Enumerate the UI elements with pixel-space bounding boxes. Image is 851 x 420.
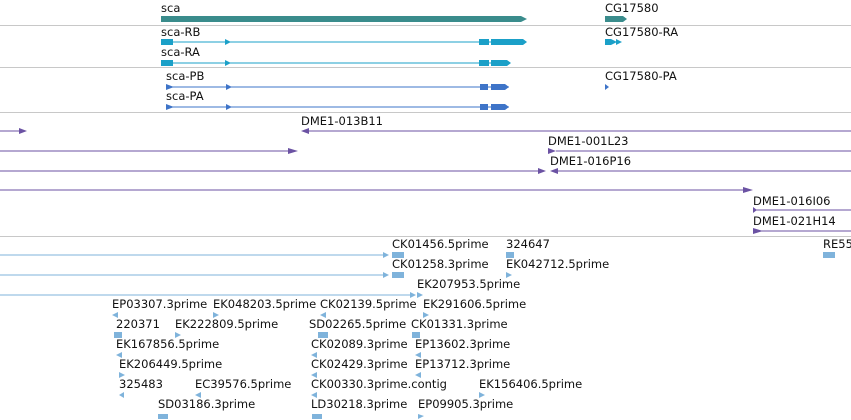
transcript-sca-rb[interactable]	[161, 39, 527, 45]
gene-label-sca: sca	[161, 1, 180, 15]
gene-bar-cg17580[interactable]	[605, 16, 623, 22]
est-label-ck02139: CK02139.5prime	[320, 297, 417, 311]
est-label-ck01258: CK01258.3prime	[392, 257, 489, 271]
est-label-sd02265: SD02265.5prime	[309, 317, 406, 331]
est-sd03186[interactable]	[158, 414, 168, 419]
est-ec39576[interactable]	[195, 392, 201, 398]
transcript-label-cg17580-ra: CG17580-RA	[605, 25, 678, 39]
est-label-ek222809: EK222809.5prime	[175, 317, 278, 331]
est-ck02139[interactable]	[320, 312, 326, 318]
est-label-ek206449: EK206449.5prime	[119, 357, 222, 371]
est-label-ld30218: LD30218.3prime	[311, 397, 407, 411]
gene-track: sca CG17580	[161, 1, 659, 22]
bac-line-7[interactable]	[0, 187, 753, 193]
est-ck01258[interactable]	[392, 272, 404, 278]
est-label-ek042712: EK042712.5prime	[506, 257, 609, 271]
est-ld30218[interactable]	[312, 414, 322, 419]
protein-cg17580-pa[interactable]	[605, 84, 609, 90]
est-label-re55: RE55	[823, 237, 851, 251]
bac-clone-dme1-016i06[interactable]	[753, 207, 851, 213]
est-ck01331[interactable]	[412, 332, 420, 338]
est-ck02089[interactable]	[311, 352, 317, 358]
bac-label-dme1-001l23: DME1-001L23	[548, 134, 629, 148]
est-label-ep03307: EP03307.3prime	[112, 297, 207, 311]
est-ek222809[interactable]	[175, 332, 181, 338]
est-label-ec39576: EC39576.5prime	[195, 377, 291, 391]
track-dividers	[0, 25, 851, 237]
est-track: CK01456.5prime 324647 RE55 CK01258.3prim…	[0, 237, 851, 419]
bac-line-5[interactable]	[0, 168, 546, 174]
est-label-ep13712: EP13712.3prime	[415, 357, 510, 371]
est-324647[interactable]	[506, 252, 514, 258]
est-label-ck01331: CK01331.3prime	[411, 317, 508, 331]
bac-label-dme1-021h14: DME1-021H14	[753, 214, 836, 228]
protein-sca-pb[interactable]	[166, 84, 509, 90]
est-label-ck02429: CK02429.3prime	[311, 357, 408, 371]
transcript-label-sca-ra: sca-RA	[161, 45, 200, 59]
est-label-324647: 324647	[506, 237, 550, 251]
bac-label-dme1-013b11: DME1-013B11	[301, 114, 383, 128]
est-label-ek156406: EK156406.5prime	[479, 377, 582, 391]
est-label-ek207953: EK207953.5prime	[417, 277, 520, 291]
est-line-2[interactable]	[0, 272, 389, 278]
protein-label-sca-pa: sca-PA	[166, 89, 204, 103]
bac-label-dme1-016p16: DME1-016P16	[550, 154, 631, 168]
bac-clone-dme1-016p16[interactable]	[550, 168, 851, 174]
bac-clone-dme1-001l23[interactable]	[548, 148, 851, 154]
bac-track: DME1-013B11 DME1-001L23 DME1-016P16 DME1…	[0, 114, 851, 234]
transcript-label-sca-rb: sca-RB	[161, 25, 201, 39]
est-ek207953[interactable]	[417, 292, 423, 298]
bac-label-dme1-016i06: DME1-016I06	[753, 194, 831, 208]
est-ck02429[interactable]	[311, 372, 317, 378]
protein-sca-pa[interactable]	[166, 104, 509, 110]
est-ek048203[interactable]	[213, 312, 219, 318]
est-ek206449[interactable]	[119, 372, 125, 378]
est-ep13602[interactable]	[415, 352, 421, 358]
est-ek291606[interactable]	[423, 312, 429, 318]
est-label-ep09905: EP09905.3prime	[418, 397, 513, 411]
bac-line-1[interactable]	[0, 128, 27, 134]
est-220371[interactable]	[114, 332, 122, 338]
bac-line-3[interactable]	[0, 148, 298, 154]
est-line-3[interactable]	[0, 292, 416, 298]
est-label-sd03186: SD03186.3prime	[158, 397, 255, 411]
protein-label-sca-pb: sca-PB	[166, 69, 204, 83]
est-label-ek291606: EK291606.5prime	[423, 297, 526, 311]
bac-clone-dme1-021h14[interactable]	[753, 228, 851, 234]
est-re55[interactable]	[823, 252, 835, 258]
est-label-220371: 220371	[116, 317, 160, 331]
est-ck01456[interactable]	[392, 252, 404, 258]
est-label-ek048203: EK048203.5prime	[213, 297, 316, 311]
gene-label-cg17580: CG17580	[605, 1, 659, 15]
est-line-1[interactable]	[0, 252, 389, 258]
protein-track: sca-PB sca-PA CG17580-PA	[166, 69, 677, 110]
est-label-ek167856: EK167856.5prime	[116, 337, 219, 351]
est-ep03307[interactable]	[112, 312, 118, 318]
est-325483[interactable]	[119, 392, 124, 398]
transcript-track: sca-RB sca-RA CG17580-RA	[161, 25, 678, 66]
gene-arrow-sca	[521, 16, 527, 22]
est-label-ck00330: CK00330.3prime.contig	[311, 377, 447, 391]
est-ep13712[interactable]	[415, 372, 421, 378]
gene-arrow-cg17580	[623, 16, 627, 22]
protein-label-cg17580-pa: CG17580-PA	[605, 69, 677, 83]
est-ek042712[interactable]	[506, 272, 512, 278]
est-ep09905[interactable]	[418, 414, 424, 419]
est-label-ck02089: CK02089.3prime	[311, 337, 408, 351]
est-label-ck01456: CK01456.5prime	[392, 237, 489, 251]
gene-bar-sca[interactable]	[161, 16, 521, 22]
bac-clone-dme1-013b11[interactable]	[301, 128, 851, 134]
transcript-sca-ra[interactable]	[161, 60, 511, 66]
est-ek156406[interactable]	[479, 392, 485, 398]
est-ck00330[interactable]	[311, 392, 317, 398]
est-label-325483: 325483	[119, 377, 163, 391]
est-ek167856[interactable]	[116, 352, 122, 358]
transcript-cg17580-ra[interactable]	[605, 39, 622, 45]
est-sd02265[interactable]	[318, 332, 328, 338]
est-label-ep13602: EP13602.3prime	[415, 337, 510, 351]
